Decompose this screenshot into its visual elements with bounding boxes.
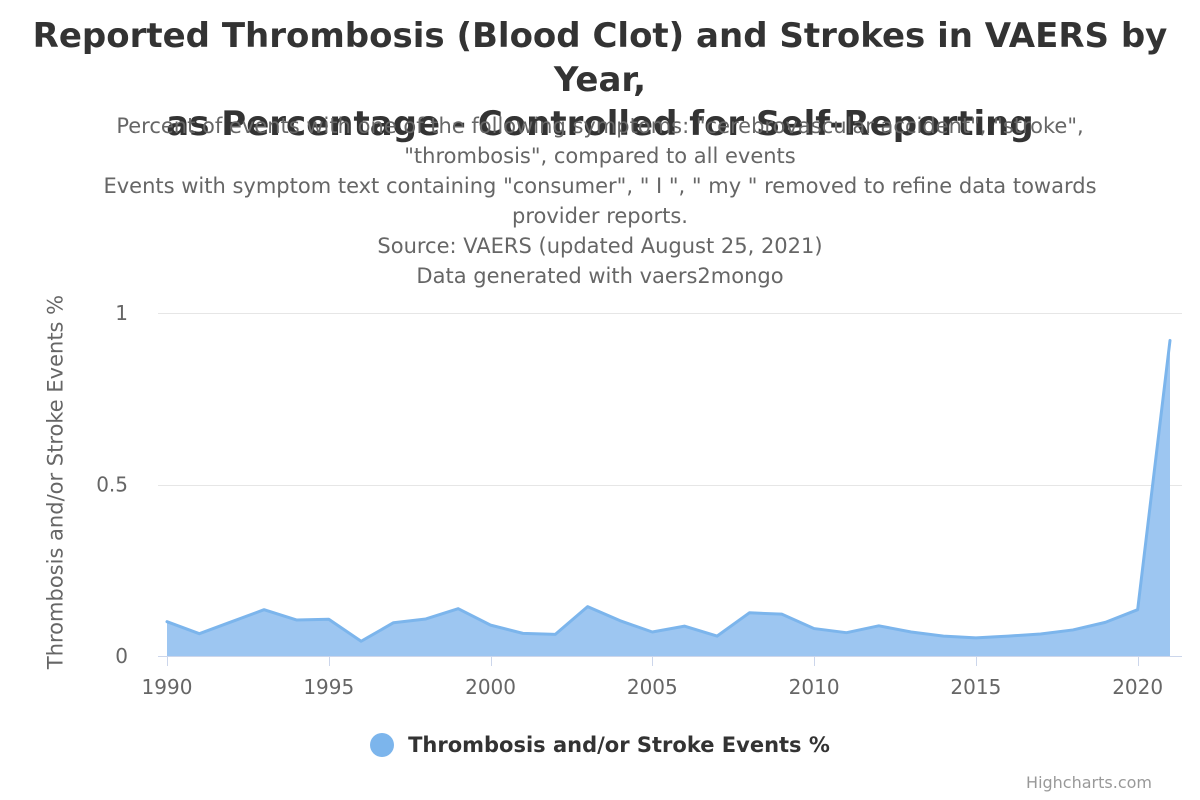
legend-item-series[interactable]: Thrombosis and/or Stroke Events % <box>370 733 830 757</box>
data-point[interactable] <box>647 627 657 637</box>
subtitle-line-1: Percent of events with one of the follow… <box>116 114 1084 138</box>
data-point[interactable] <box>1068 625 1078 635</box>
data-point[interactable] <box>518 628 528 638</box>
data-point[interactable] <box>971 633 981 643</box>
data-point[interactable] <box>1133 605 1143 615</box>
x-tick-label: 2015 <box>950 675 1001 699</box>
series-line[interactable] <box>165 338 1172 643</box>
series-area[interactable] <box>167 340 1170 656</box>
data-point[interactable] <box>550 629 560 639</box>
x-tick-label: 1995 <box>303 675 354 699</box>
data-point[interactable] <box>906 627 916 637</box>
data-point[interactable] <box>1165 335 1175 345</box>
data-point[interactable] <box>939 631 949 641</box>
data-point[interactable] <box>680 621 690 631</box>
subtitle-line-4: provider reports. <box>512 204 688 228</box>
chart-title-line-2: as Percentage - Controlled for Self-Repo… <box>166 104 1034 144</box>
data-point[interactable] <box>841 628 851 638</box>
data-point[interactable] <box>486 620 496 630</box>
data-point[interactable] <box>356 636 366 646</box>
y-axis-title: Thrombosis and/or Stroke Events % <box>43 294 68 670</box>
chart-title: Reported Thrombosis (Blood Clot) and Str… <box>0 14 1200 146</box>
x-tick-label: 2020 <box>1112 675 1163 699</box>
grid-layer <box>158 313 1182 486</box>
data-point[interactable] <box>583 602 593 612</box>
subtitle-line-3: Events with symptom text containing "con… <box>103 174 1097 198</box>
data-point[interactable] <box>227 617 237 627</box>
axis-layer: 0 0.5 1 1990 1995 2000 2005 2010 2015 2020 <box>96 301 1182 699</box>
data-point[interactable] <box>324 614 334 624</box>
legend-label: Thrombosis and/or Stroke Events % <box>408 733 830 757</box>
data-point[interactable] <box>809 624 819 634</box>
data-point[interactable] <box>194 629 204 639</box>
subtitle-line-2: "thrombosis", compared to all events <box>404 144 796 168</box>
data-point[interactable] <box>1036 629 1046 639</box>
chart-title-line-1: Reported Thrombosis (Blood Clot) and Str… <box>32 16 1168 100</box>
data-point[interactable] <box>1100 617 1110 627</box>
subtitle-line-5: Source: VAERS (updated August 25, 2021) <box>377 234 823 258</box>
data-point[interactable] <box>291 615 301 625</box>
data-point[interactable] <box>777 609 787 619</box>
credits-link[interactable]: Highcharts.com <box>1026 773 1152 792</box>
data-point[interactable] <box>421 614 431 624</box>
data-point[interactable] <box>259 605 269 615</box>
data-point[interactable] <box>1003 631 1013 641</box>
data-point[interactable] <box>162 617 172 627</box>
data-point[interactable] <box>744 608 754 618</box>
y-tick-label: 1 <box>115 301 128 325</box>
data-point[interactable] <box>615 616 625 626</box>
data-point[interactable] <box>388 618 398 628</box>
data-point[interactable] <box>453 604 463 614</box>
legend-symbol-icon <box>370 733 395 757</box>
y-tick-label: 0.5 <box>96 473 128 497</box>
x-tick-label: 2010 <box>789 675 840 699</box>
x-tick-label: 2005 <box>627 675 678 699</box>
y-tick-label: 0 <box>115 644 128 668</box>
chart-subtitle: Percent of events with one of the follow… <box>0 111 1200 291</box>
subtitle-line-6: Data generated with vaers2mongo <box>416 264 784 288</box>
data-point[interactable] <box>712 631 722 641</box>
x-tick-label: 2000 <box>465 675 516 699</box>
data-point[interactable] <box>874 621 884 631</box>
legend: Thrombosis and/or Stroke Events % <box>0 733 1200 757</box>
x-tick-label: 1990 <box>142 675 193 699</box>
series-layer[interactable] <box>162 335 1175 656</box>
